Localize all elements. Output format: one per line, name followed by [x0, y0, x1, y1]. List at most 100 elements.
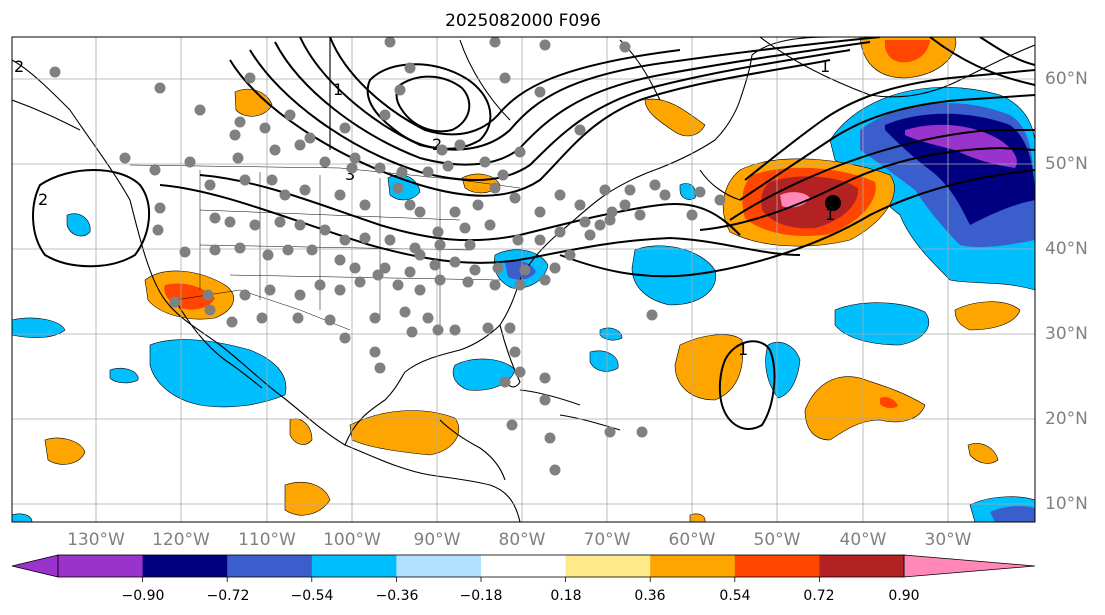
station-dot [472, 199, 484, 211]
station-dot [514, 146, 526, 158]
station-dot [534, 234, 546, 246]
station-dot [149, 164, 161, 176]
coastlines [12, 37, 1035, 522]
station-dot [564, 249, 576, 261]
station-dot [294, 289, 306, 301]
station-dot [449, 256, 461, 268]
colorbar-cell [481, 555, 567, 577]
station-dot [406, 326, 418, 338]
station-markers [49, 37, 726, 476]
station-dot [436, 144, 448, 156]
station-dot [339, 122, 351, 134]
station-dot [434, 239, 446, 251]
station-dot [229, 129, 241, 141]
station-dot [264, 284, 276, 296]
station-dot [489, 182, 501, 194]
station-dot [539, 274, 551, 286]
station-dot [414, 206, 426, 218]
station-dot [404, 199, 416, 211]
longitude-label: 40°W [840, 530, 887, 550]
station-dot [534, 206, 546, 218]
longitude-label: 80°W [499, 530, 546, 550]
station-dot [169, 296, 181, 308]
contour-closed-atlantic [718, 340, 776, 430]
station-dot [464, 239, 476, 251]
station-dot [404, 266, 416, 278]
longitude-label: 60°W [669, 530, 716, 550]
longitude-label: 50°W [754, 530, 801, 550]
station-dot [339, 234, 351, 246]
contour-label: 1 [738, 340, 748, 359]
contour-label: 1 [333, 80, 343, 99]
station-dot [372, 269, 384, 281]
station-dot [509, 192, 521, 204]
colorbar-tick-label: 0.54 [719, 588, 750, 604]
station-dot [334, 254, 346, 266]
colorbar-cell [734, 555, 820, 577]
station-dot [422, 312, 434, 324]
station-dot [319, 224, 331, 236]
station-dot [234, 242, 246, 254]
station-dot [449, 324, 461, 336]
station-dot [459, 222, 471, 234]
station-dot [504, 322, 516, 334]
station-dot [346, 162, 358, 174]
station-dot [432, 324, 444, 336]
station-dot [554, 189, 566, 201]
station-dot [404, 62, 416, 74]
station-dot [649, 179, 661, 191]
colorbar-cell [565, 555, 651, 577]
station-dot [324, 314, 336, 326]
station-dot [414, 284, 426, 296]
station-dot [279, 189, 291, 201]
station-dot [349, 152, 361, 164]
contour-label-group: 2 2 2 3 1 1 1 1 [14, 57, 835, 359]
station-dot [306, 244, 318, 256]
contour-label: 1 [820, 57, 830, 76]
station-dot [259, 122, 271, 134]
longitude-label: 70°W [584, 530, 631, 550]
colorbar-tick-label: 0.90 [888, 588, 919, 604]
station-dot [462, 276, 474, 288]
station-dot [539, 372, 551, 384]
station-dot [714, 194, 726, 206]
station-dot [434, 274, 446, 286]
station-dot [239, 174, 251, 186]
station-dot [489, 37, 501, 48]
map-frame [11, 36, 1036, 523]
station-dot [549, 464, 561, 476]
station-dot [234, 116, 246, 128]
station-dot [319, 156, 331, 168]
station-dot [374, 362, 386, 374]
station-dot [226, 316, 238, 328]
station-dot [392, 279, 404, 291]
station-dot [369, 346, 381, 358]
colorbar-tick-label: −0.72 [207, 588, 250, 604]
colorbar-tick-labels: −0.90 −0.72 −0.54 −0.36 −0.18 0.18 0.36 … [122, 588, 920, 604]
map-panel: 2 2 2 3 1 1 1 1 [12, 37, 1035, 522]
latitude-label: 10°N [1045, 494, 1088, 514]
longitude-label: 110°W [238, 530, 296, 550]
station-dot [384, 234, 396, 246]
station-dot [269, 144, 281, 156]
latitude-label: 30°N [1045, 324, 1088, 344]
colorbar-cell [227, 555, 313, 577]
colorbar-tick-label: −0.90 [122, 588, 165, 604]
anomaly-region-neg-atlantic-min [905, 124, 1017, 168]
station-dot [334, 189, 346, 201]
station-dot [634, 209, 646, 221]
colorbar-cell [819, 555, 905, 577]
station-dot [499, 376, 511, 388]
station-dot [299, 184, 311, 196]
station-dot [469, 264, 481, 276]
latitude-label: 50°N [1045, 154, 1088, 174]
station-dot [334, 284, 346, 296]
station-dot [694, 186, 706, 198]
station-dot [449, 206, 461, 218]
station-dot [49, 66, 61, 78]
station-dot [509, 346, 521, 358]
contour-label: 2 [14, 57, 24, 76]
colorbar-extend-low [11, 554, 59, 578]
colorbar-cell [396, 555, 482, 577]
